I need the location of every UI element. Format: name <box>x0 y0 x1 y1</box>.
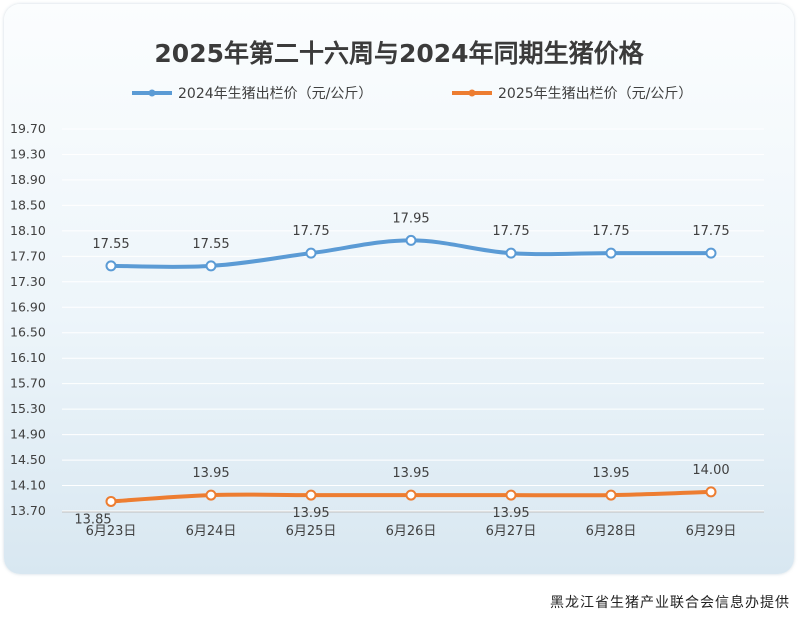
data-point <box>405 234 417 246</box>
x-tick-label: 6月25日 <box>286 524 337 539</box>
legend-swatch-marker <box>148 89 156 97</box>
data-point <box>505 247 517 259</box>
y-tick-label: 16.90 <box>10 299 46 314</box>
x-tick-label: 6月27日 <box>486 524 537 539</box>
data-point <box>205 260 217 272</box>
x-axis: 6月23日 6月24日 6月25日 6月26日 6月27日 6月28日 6月29日 <box>62 511 764 539</box>
data-point <box>605 247 617 259</box>
y-tick-label: 16.50 <box>10 325 46 340</box>
y-tick-label: 19.30 <box>10 146 46 161</box>
data-point <box>105 495 117 507</box>
data-label: 13.95 <box>492 506 529 521</box>
y-tick-label: 15.30 <box>10 401 46 416</box>
gridlines <box>62 128 764 512</box>
data-label: 13.95 <box>592 466 629 481</box>
legend: 2024年生猪出栏价（元/公斤） 2025年生猪出栏价（元/公斤） <box>132 86 692 102</box>
data-label: 17.75 <box>492 224 529 239</box>
data-label: 17.75 <box>692 224 729 239</box>
legend-item-2: 2025年生猪出栏价（元/公斤） <box>452 86 692 102</box>
chart-title: 2025年第二十六周与2024年同期生猪价格 <box>154 39 644 68</box>
y-tick-label: 18.90 <box>10 172 46 187</box>
y-tick-label: 14.10 <box>10 478 46 493</box>
legend-swatch-marker <box>468 89 476 97</box>
series-1: 17.55 17.55 17.75 17.95 17.75 17.75 17.75 <box>92 211 730 272</box>
x-tick-label: 6月24日 <box>186 524 237 539</box>
line-chart: 2025年第二十六周与2024年同期生猪价格 2024年生猪出栏价（元/公斤） 2… <box>10 39 764 539</box>
data-label: 13.95 <box>292 506 329 521</box>
data-point <box>305 247 317 259</box>
y-axis: 13.70 14.10 14.50 14.90 15.30 15.70 16.10 16.50… <box>10 121 46 518</box>
data-label: 13.95 <box>392 466 429 481</box>
series-2: 13.85 13.95 13.95 13.95 13.95 13.95 14.00 <box>74 463 729 528</box>
chart-card: 2025年第二十六周与2024年同期生猪价格 2024年生猪出栏价（元/公斤） 2… <box>4 4 794 574</box>
y-tick-label: 18.10 <box>10 223 46 238</box>
series-layer: 17.55 17.55 17.75 17.95 17.75 17.75 17.75 13.85… <box>74 211 729 527</box>
legend-label: 2025年生猪出栏价（元/公斤） <box>498 86 692 102</box>
data-point <box>505 489 517 501</box>
legend-label: 2024年生猪出栏价（元/公斤） <box>178 86 372 102</box>
data-point <box>705 247 717 259</box>
data-point <box>305 489 317 501</box>
data-point <box>705 486 717 498</box>
y-tick-label: 14.50 <box>10 452 46 467</box>
y-tick-label: 18.50 <box>10 197 46 212</box>
source-note: 黑龙江省生猪产业联合会信息办提供 <box>550 595 790 611</box>
legend-item-1: 2024年生猪出栏价（元/公斤） <box>132 86 372 102</box>
y-tick-label: 19.70 <box>10 121 46 136</box>
data-label: 13.95 <box>192 466 229 481</box>
data-point <box>205 489 217 501</box>
data-label: 17.75 <box>292 224 329 239</box>
x-tick-label: 6月28日 <box>586 524 637 539</box>
x-tick-label: 6月26日 <box>386 524 437 539</box>
data-label: 17.55 <box>192 237 229 252</box>
data-label: 17.95 <box>392 211 429 226</box>
y-tick-label: 15.70 <box>10 376 46 391</box>
y-tick-label: 16.10 <box>10 350 46 365</box>
data-point <box>105 260 117 272</box>
y-tick-label: 17.70 <box>10 248 46 263</box>
y-tick-label: 14.90 <box>10 427 46 442</box>
data-label: 17.75 <box>592 224 629 239</box>
data-label: 17.55 <box>92 237 129 252</box>
y-tick-label: 17.30 <box>10 274 46 289</box>
x-tick-label: 6月29日 <box>686 524 737 539</box>
data-label: 14.00 <box>692 463 729 478</box>
data-point <box>405 489 417 501</box>
data-point <box>605 489 617 501</box>
data-label: 13.85 <box>74 512 111 527</box>
y-tick-label: 13.70 <box>10 503 46 518</box>
x-tick-label: 6月23日 <box>86 524 137 539</box>
